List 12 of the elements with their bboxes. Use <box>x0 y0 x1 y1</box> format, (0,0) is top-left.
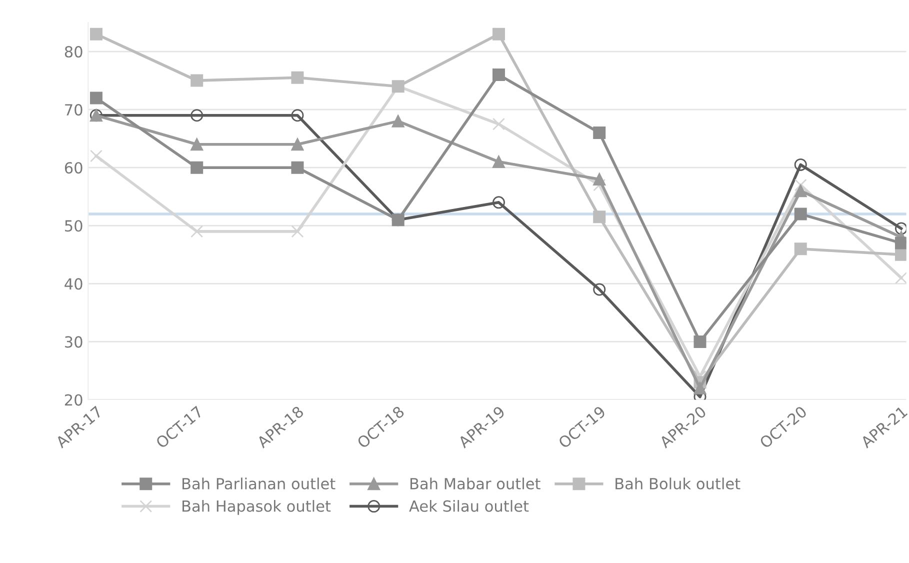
y-tick-label: 20 <box>64 394 82 406</box>
legend-label: Aek Silau outlet <box>409 500 529 512</box>
legend-label: Bah Hapasok outlet <box>182 500 331 515</box>
y-tick-label: 70 <box>65 104 82 116</box>
legend-label: Bah Boluk outlet <box>616 478 740 490</box>
legend-label: Bah Parlianan outlet <box>182 478 336 490</box>
y-tick-label: 80 <box>64 46 82 58</box>
y-tick-label: 50 <box>65 220 82 232</box>
y-tick-label: 40 <box>64 278 82 290</box>
y-tick-label: 30 <box>65 336 82 348</box>
y-tick-label: 60 <box>64 162 82 174</box>
legend-label: Bah Mabar outlet <box>410 478 540 490</box>
